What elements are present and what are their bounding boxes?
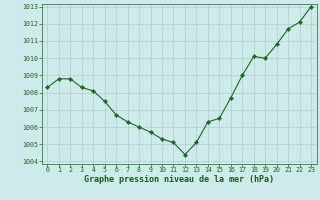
X-axis label: Graphe pression niveau de la mer (hPa): Graphe pression niveau de la mer (hPa): [84, 175, 274, 184]
